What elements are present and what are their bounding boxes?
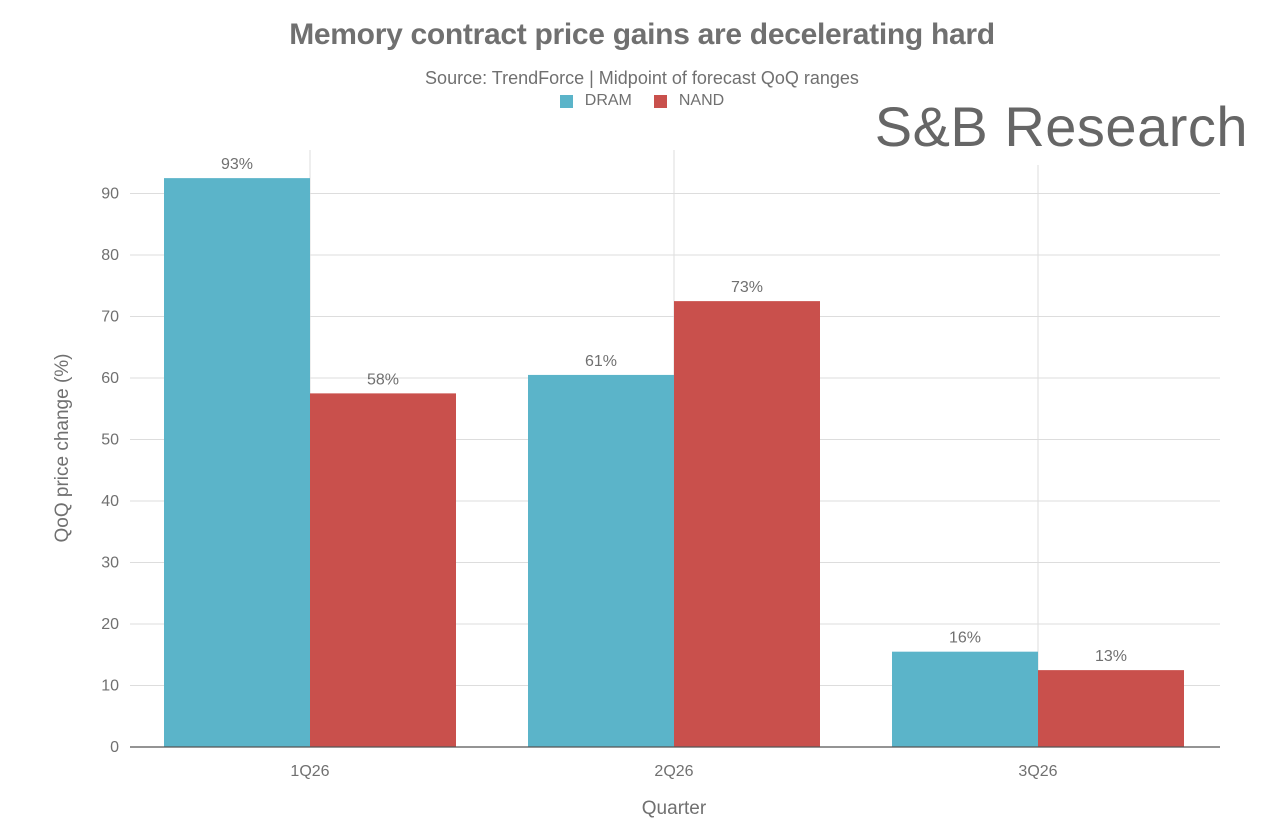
y-tick-label: 80	[101, 247, 119, 264]
x-tick-label: 1Q26	[290, 763, 329, 780]
legend-swatch-dram	[559, 94, 573, 108]
chart-title: Memory contract price gains are decelera…	[289, 18, 995, 51]
x-tick-label: 3Q26	[1018, 763, 1057, 780]
legend-item-dram[interactable]: DRAM	[559, 92, 632, 110]
bar-nand-1q26[interactable]	[310, 393, 456, 747]
y-tick-label: 70	[101, 309, 119, 326]
y-tick-label: 60	[101, 370, 119, 387]
y-tick-label: 90	[101, 186, 119, 203]
bar-dram-1q26[interactable]	[164, 178, 310, 747]
data-label: 58%	[367, 371, 399, 388]
data-label: 13%	[1095, 648, 1127, 665]
y-tick-label: 0	[110, 739, 119, 756]
watermark-text: S&B Research	[874, 95, 1248, 158]
bar-nand-3q26[interactable]	[1038, 670, 1184, 747]
axis-layer: 0 10 20 30 40 50 60 70 80 90 1Q26 2Q26 3Q26 Quarter Qo…	[52, 186, 1220, 819]
bar-dram-3q26[interactable]	[892, 651, 1038, 747]
legend-swatch-nand	[653, 94, 667, 108]
bar-layer	[164, 178, 1184, 747]
y-tick-label: 50	[101, 432, 119, 449]
bar-dram-2q26[interactable]	[528, 374, 674, 747]
data-label: 93%	[221, 156, 253, 173]
label-layer: 93% 61% 16% 58% 73% 13%	[221, 156, 1127, 665]
y-tick-label: 10	[101, 678, 119, 695]
x-tick-label: 2Q26	[654, 763, 693, 780]
y-axis-title: QoQ price change (%)	[52, 353, 73, 542]
y-tick-label: 30	[101, 555, 119, 572]
chart-subtitle: Source: TrendForce | Midpoint of forecas…	[425, 68, 859, 88]
y-tick-label: 20	[101, 616, 119, 633]
bar-nand-2q26[interactable]	[674, 301, 820, 747]
data-label: 61%	[585, 353, 617, 370]
data-label: 16%	[949, 630, 981, 647]
legend-label-nand: NAND	[678, 92, 725, 109]
legend-label-dram: DRAM	[584, 92, 632, 109]
data-label: 73%	[731, 279, 763, 296]
x-axis-title: Quarter	[642, 798, 707, 819]
legend-item-nand[interactable]: NAND	[653, 92, 725, 110]
legend: DRAM NAND	[0, 92, 1284, 110]
y-tick-label: 40	[101, 493, 119, 510]
